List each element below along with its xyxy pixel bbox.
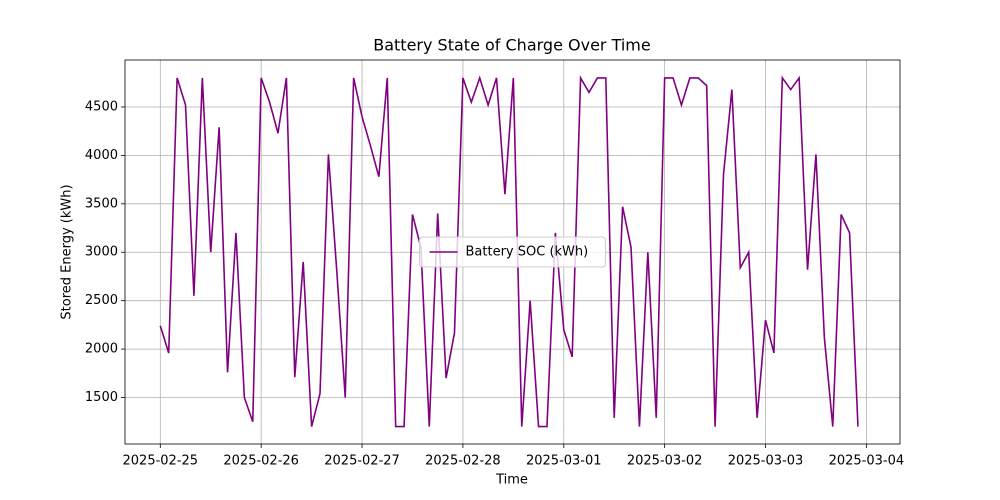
x-tick-label: 2025-03-02 [627,454,703,469]
data-line [159,75,859,428]
y-tick-label: 4000 [85,148,118,163]
y-tick-label: 2000 [85,342,118,357]
y-tick-label: 3000 [85,245,118,260]
y-tick-label: 1500 [85,390,118,405]
legend: Battery SOC (kWh) [419,236,606,268]
legend-box [419,236,606,268]
x-axis-label: Time [495,473,528,488]
plot-frame [124,59,901,445]
y-tick-label: 2500 [85,293,118,308]
y-tick-label: 3500 [85,196,118,211]
y-axis-label: Stored Energy (kWh) [60,184,75,319]
x-tick-label: 2025-02-28 [425,454,501,469]
x-tick-label: 2025-02-26 [223,454,299,469]
chart-title: Battery State of Charge Over Time [373,36,650,55]
legend-label: Battery SOC (kWh) [466,245,589,260]
x-tick-label: 2025-02-27 [324,454,400,469]
x-tick-label: 2025-03-03 [728,454,804,469]
x-tick-label: 2025-03-04 [829,454,905,469]
x-tick-label: 2025-02-25 [123,454,199,469]
x-tick-label: 2025-03-01 [526,454,602,469]
y-tick-label: 4500 [85,99,118,114]
